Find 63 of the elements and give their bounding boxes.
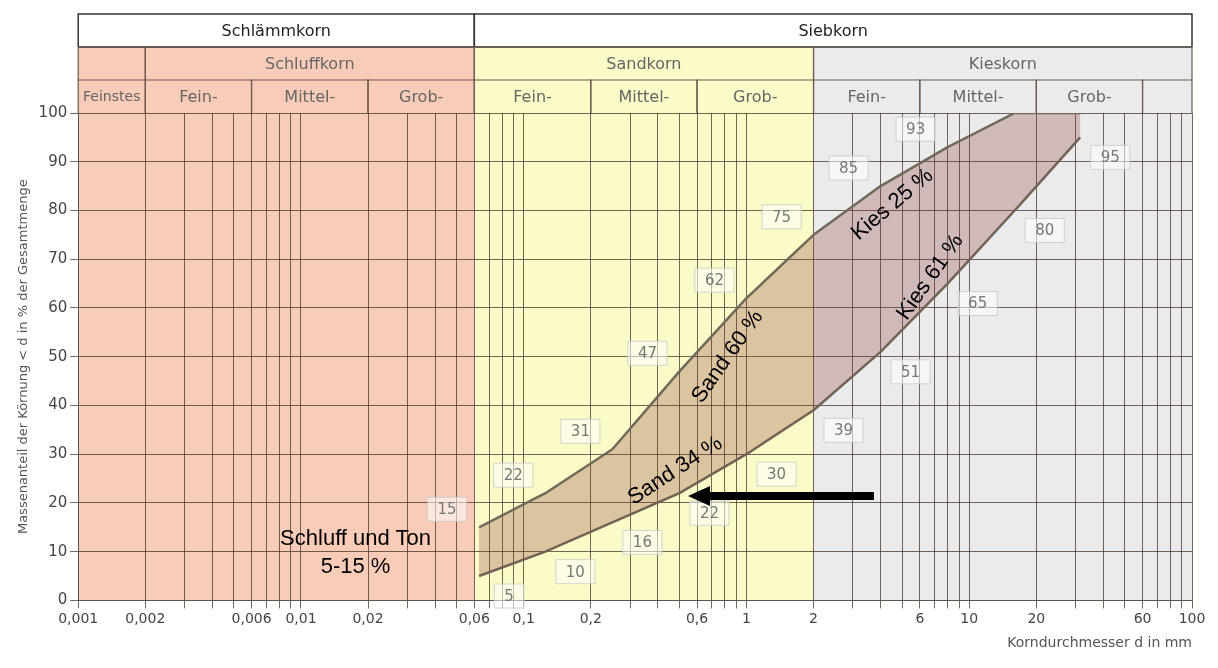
y-axis-title: Massenanteil der Körnung < d in % der Gesamtmenge [15,179,31,535]
y-tick-label: 40 [48,395,68,414]
data-label: 22 [699,504,719,523]
y-tick-label: 80 [48,200,68,219]
x-tick-label: 0,006 [231,610,272,627]
data-label: 39 [834,421,854,440]
y-tick-label: 0 [57,590,68,609]
x-tick-label: 0,01 [285,610,317,627]
band-label: Schlämmkorn [221,20,331,40]
data-label: 30 [766,465,787,484]
annotation: Schluff und Ton 5-15 % [280,524,431,578]
band-label: Sandkorn [606,53,682,73]
data-label: 62 [704,271,725,290]
data-label: 10 [565,562,585,581]
text: Fein- [847,86,886,106]
text: Grob- [733,86,778,106]
data-label: 15 [437,500,457,519]
y-tick-label: 100 [38,102,68,121]
text: Fein- [513,86,552,106]
data-label: 22 [503,466,523,485]
x-tick-label: 1 [742,610,751,627]
text: Grob- [398,86,444,106]
data-label: 80 [1035,221,1055,240]
y-tick-label: 60 [48,297,68,316]
text: Mittel- [618,86,670,106]
text: Feinstes [83,88,141,105]
data-label: 85 [839,159,859,177]
y-tick-label: 90 [48,151,68,170]
x-tick-label: 100 [1178,610,1206,627]
y-tick-label: 70 [48,249,68,268]
data-label: 65 [968,294,988,313]
x-tick-label: 20 [1027,610,1046,627]
x-tick-label: 6 [915,610,925,627]
x-tick-label: 0,06 [458,610,490,627]
x-tick-label: 0,02 [352,610,384,627]
data-label: 5 [504,586,514,605]
x-tick-label: 10 [960,610,979,627]
text: Grob- [1067,86,1112,106]
x-tick-label: 0,001 [58,610,99,627]
data-label: 75 [772,207,792,226]
text: Mittel- [284,86,336,106]
band-label: Kieskorn [968,53,1037,73]
x-tick-label: 60 [1133,610,1152,627]
x-tick-label: 0,002 [125,610,166,627]
data-label: 95 [1100,148,1120,167]
data-label: 47 [637,344,657,363]
y-tick-label: 30 [48,444,68,463]
text: Fein- [179,86,218,106]
x-tick-label: 0,1 [512,610,535,627]
data-label: 93 [906,120,926,139]
y-tick-label: 20 [48,492,68,511]
y-tick-label: 10 [48,541,68,560]
x-tick-label: 0,6 [685,610,709,627]
data-label: 31 [570,422,590,441]
data-label: 16 [632,533,652,552]
x-tick-label: 2 [809,610,819,627]
x-tick-label: 0,2 [579,610,602,627]
text: Siebkorn [798,20,868,40]
data-label: 51 [901,362,921,381]
text: Schluffkorn [264,53,355,73]
y-tick-label: 50 [48,346,68,365]
x-axis-title: Korndurchmesser d in mm [1007,634,1192,651]
text: Mittel- [952,86,1004,106]
